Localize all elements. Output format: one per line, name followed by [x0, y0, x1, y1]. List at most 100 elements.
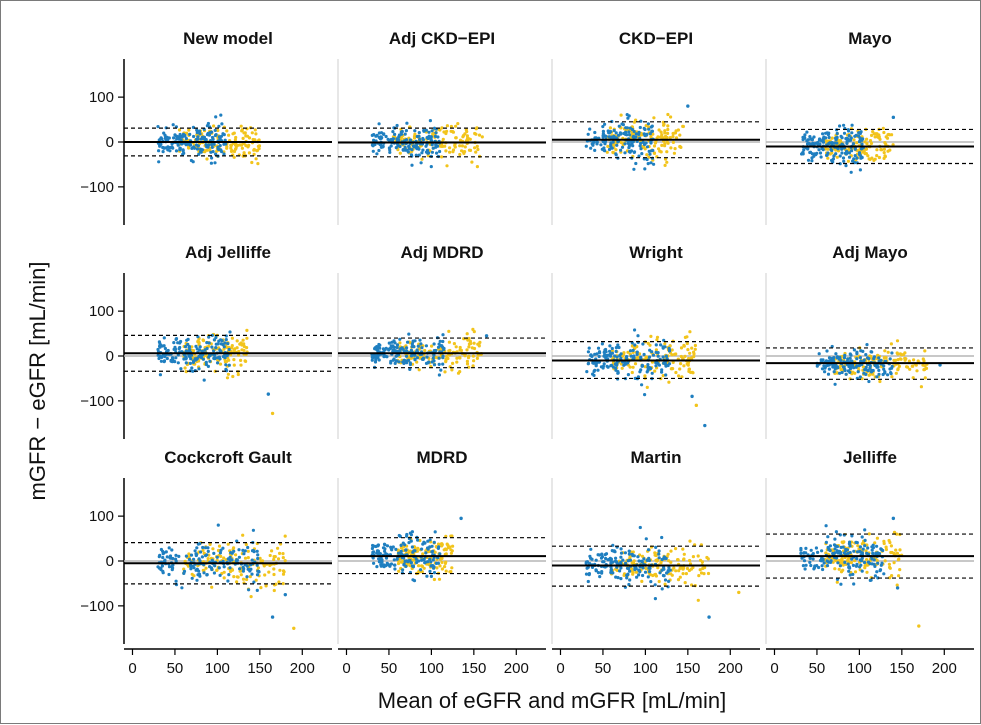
point-yellow — [661, 136, 665, 140]
point-blue — [846, 128, 850, 132]
point-yellow — [230, 336, 234, 340]
point-blue — [604, 134, 608, 138]
point-blue — [431, 146, 435, 150]
point-blue — [599, 365, 604, 369]
point-blue — [864, 372, 868, 376]
y-tick-label: −100 — [80, 179, 114, 196]
point-blue — [206, 546, 210, 550]
point-blue — [646, 368, 650, 372]
point-blue — [403, 559, 407, 564]
point-yellow — [430, 344, 434, 348]
point-blue — [415, 348, 419, 352]
point-blue — [845, 136, 849, 140]
point-blue — [838, 564, 843, 568]
y-tick-label: 100 — [89, 303, 114, 320]
point-blue — [161, 569, 165, 574]
point-blue — [163, 558, 167, 562]
point-blue — [178, 146, 182, 150]
point-yellow — [649, 334, 653, 338]
point-yellow — [688, 558, 692, 563]
point-yellow — [652, 116, 656, 120]
point-blue — [212, 571, 216, 575]
point-blue — [820, 367, 825, 371]
point-blue — [396, 143, 400, 147]
point-blue — [199, 550, 203, 554]
point-blue — [202, 378, 206, 382]
point-blue — [184, 554, 188, 558]
point-blue — [398, 337, 402, 341]
point-blue — [436, 546, 440, 551]
point-blue — [417, 147, 421, 151]
point-yellow — [672, 566, 676, 570]
point-blue — [219, 134, 224, 138]
point-yellow — [899, 357, 903, 361]
point-yellow — [226, 372, 230, 376]
point-yellow — [911, 376, 915, 380]
point-yellow — [673, 147, 677, 151]
point-blue — [888, 367, 892, 371]
point-blue — [194, 143, 199, 147]
point-yellow — [177, 128, 182, 132]
point-blue — [207, 355, 211, 359]
point-yellow — [211, 547, 215, 551]
y-tick-label: −100 — [80, 598, 114, 615]
point-yellow — [838, 138, 842, 143]
point-blue — [384, 354, 388, 358]
point-blue — [395, 343, 400, 347]
x-tick-label: 100 — [205, 660, 230, 677]
point-blue — [610, 346, 614, 351]
point-blue — [877, 368, 881, 372]
point-blue — [799, 548, 803, 552]
point-blue — [614, 346, 619, 350]
point-yellow — [629, 567, 634, 571]
outlier-point — [266, 392, 271, 396]
point-blue — [385, 544, 390, 548]
point-blue — [870, 350, 874, 354]
point-blue — [834, 137, 838, 141]
point-blue — [847, 134, 851, 138]
point-blue — [631, 144, 635, 148]
point-blue — [377, 122, 381, 126]
point-blue — [821, 567, 825, 572]
point-yellow — [677, 569, 681, 573]
point-yellow — [442, 548, 446, 552]
point-yellow — [445, 124, 449, 128]
point-yellow — [258, 556, 262, 561]
point-blue — [850, 149, 854, 153]
point-yellow — [678, 367, 682, 371]
point-yellow — [908, 367, 912, 371]
point-blue — [419, 342, 423, 346]
point-blue — [441, 339, 445, 344]
point-yellow — [466, 356, 471, 360]
point-yellow — [924, 366, 929, 370]
point-blue — [170, 145, 174, 149]
point-yellow — [465, 362, 470, 366]
point-blue — [165, 356, 169, 361]
point-yellow — [669, 549, 673, 553]
point-blue — [844, 372, 848, 376]
point-blue — [184, 361, 188, 365]
point-blue — [210, 142, 214, 147]
point-yellow — [830, 136, 834, 140]
point-blue — [412, 579, 417, 583]
point-blue — [211, 137, 215, 141]
point-blue — [863, 528, 867, 532]
point-blue — [375, 347, 379, 351]
point-blue — [379, 564, 383, 568]
point-yellow — [216, 128, 220, 133]
point-blue — [391, 348, 395, 352]
point-blue — [427, 360, 431, 364]
outlier-point — [459, 516, 463, 521]
point-blue — [219, 113, 223, 117]
point-yellow — [464, 128, 468, 132]
point-blue — [166, 348, 170, 353]
point-blue — [382, 132, 386, 136]
point-blue — [384, 556, 389, 560]
point-yellow — [837, 567, 841, 571]
point-blue — [594, 361, 599, 365]
point-yellow — [449, 124, 453, 129]
point-blue — [842, 551, 847, 555]
point-blue — [842, 123, 846, 127]
point-blue — [602, 362, 606, 366]
point-blue — [614, 556, 618, 560]
